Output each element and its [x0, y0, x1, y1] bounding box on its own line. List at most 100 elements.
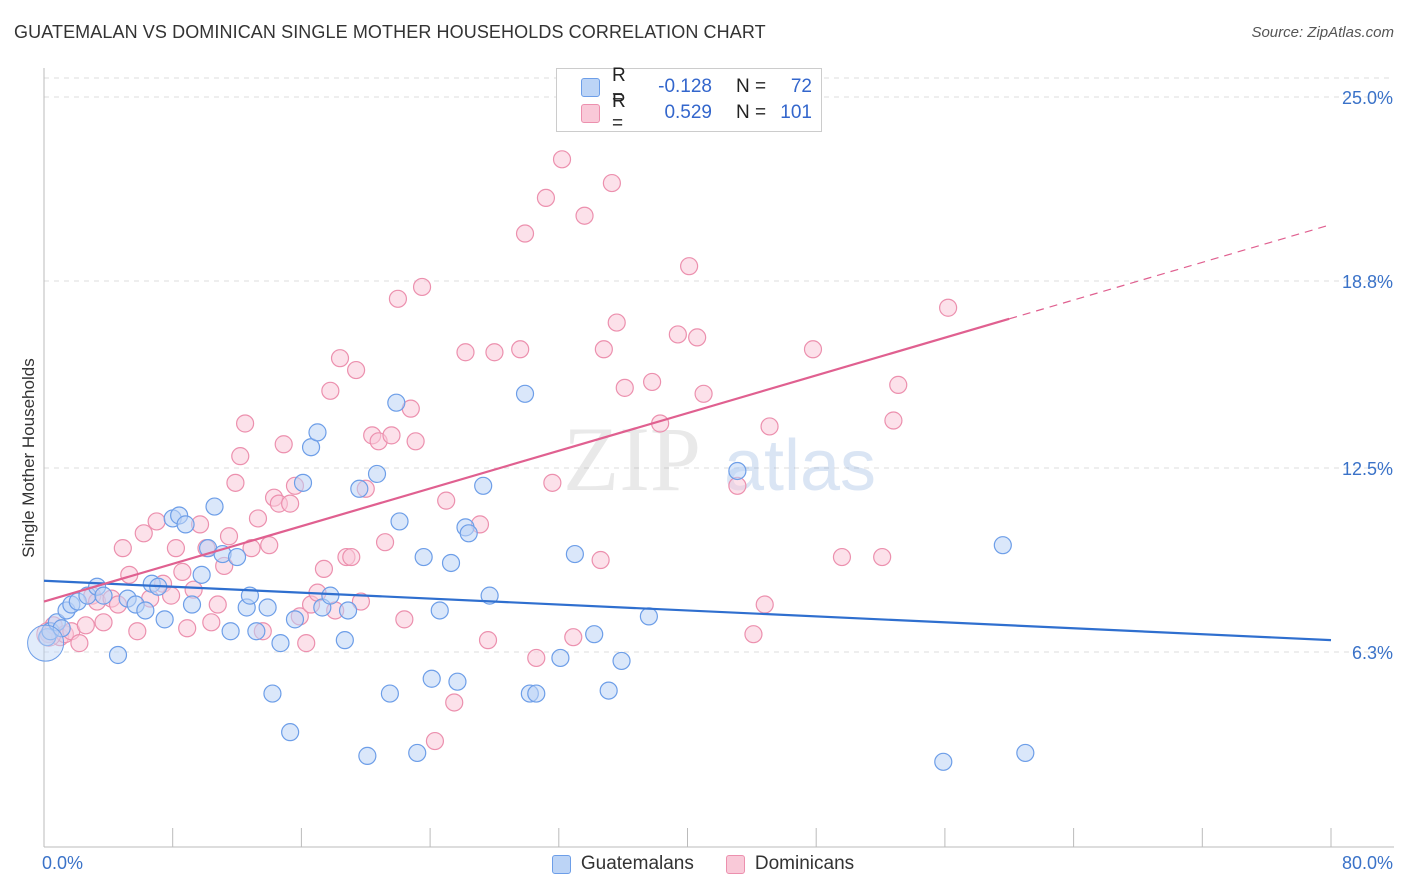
- data-point-guatemalan: [728, 461, 747, 481]
- legend-label-dominicans: Dominicans: [754, 853, 855, 874]
- data-point-guatemalan: [367, 464, 387, 484]
- grid-lines: [44, 77, 1394, 653]
- data-point-dominican: [668, 325, 687, 344]
- data-point-dominican: [884, 411, 903, 430]
- data-point-dominican: [456, 343, 475, 362]
- data-point-dominican: [607, 313, 626, 332]
- data-point-dominican: [235, 414, 255, 433]
- data-point-guatemalan: [308, 423, 327, 442]
- data-point-dominican: [248, 509, 268, 528]
- data-point-dominican: [755, 595, 774, 614]
- data-point-dominican: [680, 257, 699, 276]
- data-point-dominican: [226, 473, 245, 492]
- data-point-guatemalan: [192, 565, 211, 584]
- y-axis-label: Single Mother Households: [19, 358, 38, 557]
- data-point-dominican: [113, 539, 132, 558]
- legend-n-value: 72: [790, 76, 812, 97]
- legend-r-value: 0.529: [664, 102, 712, 123]
- data-point-dominican: [552, 150, 572, 169]
- data-point-dominican: [70, 634, 89, 653]
- trend-line-dominicans-extension: [1009, 224, 1332, 320]
- tick-labels: 6.3% 12.5% 18.8% 25.0% 0.0% 80.0%: [42, 88, 1393, 873]
- data-point-dominican: [591, 550, 610, 570]
- data-point-guatemalan: [387, 393, 406, 412]
- data-point-guatemalan: [338, 601, 358, 620]
- data-point-dominican: [694, 384, 713, 403]
- legend-item-dominicans[interactable]: Dominicans: [725, 853, 855, 875]
- data-point-guatemalan: [441, 553, 461, 573]
- trend-line-dominicans: [43, 317, 1010, 603]
- data-point-guatemalan: [585, 625, 604, 644]
- data-point-guatemalan: [527, 684, 546, 703]
- data-point-dominican: [688, 328, 707, 347]
- data-point-dominican: [744, 625, 763, 644]
- data-point-guatemalan: [1016, 743, 1035, 763]
- data-point-dominican: [445, 693, 464, 712]
- y-tick-label: 6.3%: [1352, 643, 1393, 663]
- data-point-dominican: [760, 417, 779, 436]
- watermark: ZIP atlas: [563, 408, 876, 510]
- data-point-dominican: [375, 533, 395, 552]
- data-point-dominican: [485, 343, 504, 362]
- data-point-dominican: [321, 381, 340, 400]
- data-point-guatemalan: [565, 544, 584, 564]
- legend-item-guatemalans[interactable]: Guatemalans: [551, 853, 694, 875]
- source-label: Source: ZipAtlas.com: [1251, 24, 1394, 41]
- data-point-guatemalan: [480, 586, 499, 605]
- data-point-dominican: [527, 648, 546, 668]
- legend-label-guatemalans: Guatemalans: [580, 853, 694, 874]
- data-point-dominican: [412, 277, 432, 297]
- data-point-dominican: [342, 547, 361, 567]
- data-point-guatemalan: [448, 672, 467, 691]
- chart-title: GUATEMALAN VS DOMINICAN SINGLE MOTHER HO…: [14, 22, 766, 42]
- data-point-guatemalan: [136, 601, 155, 620]
- data-point-guatemalan: [358, 746, 377, 765]
- data-point-dominican: [219, 527, 239, 546]
- data-point-dominican: [330, 349, 350, 368]
- data-point-dominican: [166, 539, 186, 558]
- legend-n-value: 101: [780, 102, 812, 123]
- series-legend: Guatemalans Dominicans: [0, 851, 1406, 877]
- watermark-atlas: atlas: [724, 426, 876, 506]
- data-point-dominican: [832, 547, 852, 567]
- data-point-guatemalan: [52, 619, 71, 638]
- data-point-guatemalan: [293, 473, 313, 492]
- data-point-guatemalan: [281, 723, 300, 742]
- legend-swatch-guatemalans: [581, 77, 600, 97]
- data-point-dominican: [128, 622, 147, 641]
- data-point-guatemalan: [474, 476, 493, 495]
- data-point-dominican: [615, 378, 634, 397]
- data-point-dominican: [260, 536, 279, 555]
- data-point-guatemalan: [459, 524, 478, 543]
- correlation-legend: R = -0.128 N = 72 R = 0.529 N = 101: [556, 65, 822, 134]
- data-point-dominican: [173, 562, 192, 581]
- data-point-dominican: [208, 595, 227, 614]
- data-point-guatemalan: [350, 479, 369, 498]
- data-point-dominican: [543, 473, 562, 492]
- data-point-guatemalan: [390, 512, 409, 531]
- data-point-guatemalan: [271, 634, 290, 653]
- data-point-guatemalan: [551, 648, 570, 668]
- data-point-dominican: [536, 188, 556, 208]
- x-tick-label: 80.0%: [1342, 853, 1393, 873]
- legend-row-guatemalans: R = -0.128 N = 72: [581, 65, 812, 108]
- legend-n-label: N =: [736, 102, 767, 123]
- data-point-guatemalan: [182, 595, 202, 614]
- data-point-dominican: [406, 432, 425, 451]
- data-point-guatemalan: [176, 515, 195, 534]
- data-point-guatemalan: [515, 384, 535, 403]
- data-point-dominican: [395, 610, 414, 629]
- data-point-dominican: [873, 547, 892, 567]
- data-point-dominican: [147, 512, 166, 531]
- data-point-dominican: [351, 592, 371, 611]
- data-point-dominican: [564, 628, 583, 647]
- data-point-guatemalan: [380, 684, 399, 703]
- data-point-dominican: [515, 224, 535, 243]
- axes: [43, 68, 1394, 848]
- x-tick-label: 0.0%: [42, 853, 83, 873]
- legend-row-dominicans: R = 0.529 N = 101: [581, 91, 812, 134]
- legend-swatch-dominicans: [725, 854, 745, 874]
- legend-swatch-guatemalans: [551, 854, 571, 874]
- data-point-guatemalan-cluster: [27, 624, 65, 662]
